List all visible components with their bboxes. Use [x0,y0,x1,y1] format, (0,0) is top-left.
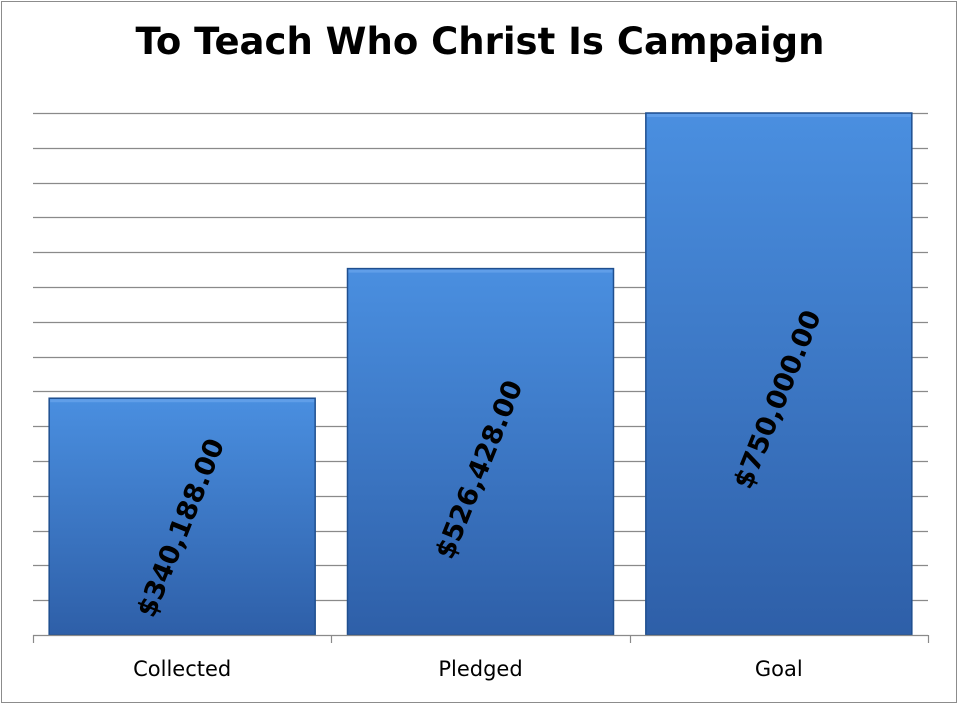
x-tick-label: Pledged [438,657,522,681]
x-tick-label: Goal [755,657,803,681]
bar-highlight [50,399,315,403]
x-axis: Collected Pledged Goal [32,634,930,681]
bars [48,112,913,636]
bar-goal [645,112,913,636]
x-tick-label: Collected [133,657,231,681]
bar-collected [48,397,316,636]
bar-pledged [346,267,615,636]
bar-highlight [348,269,613,273]
chart-title: To Teach Who Christ Is Campaign [135,20,825,63]
bar-highlight [646,114,911,117]
